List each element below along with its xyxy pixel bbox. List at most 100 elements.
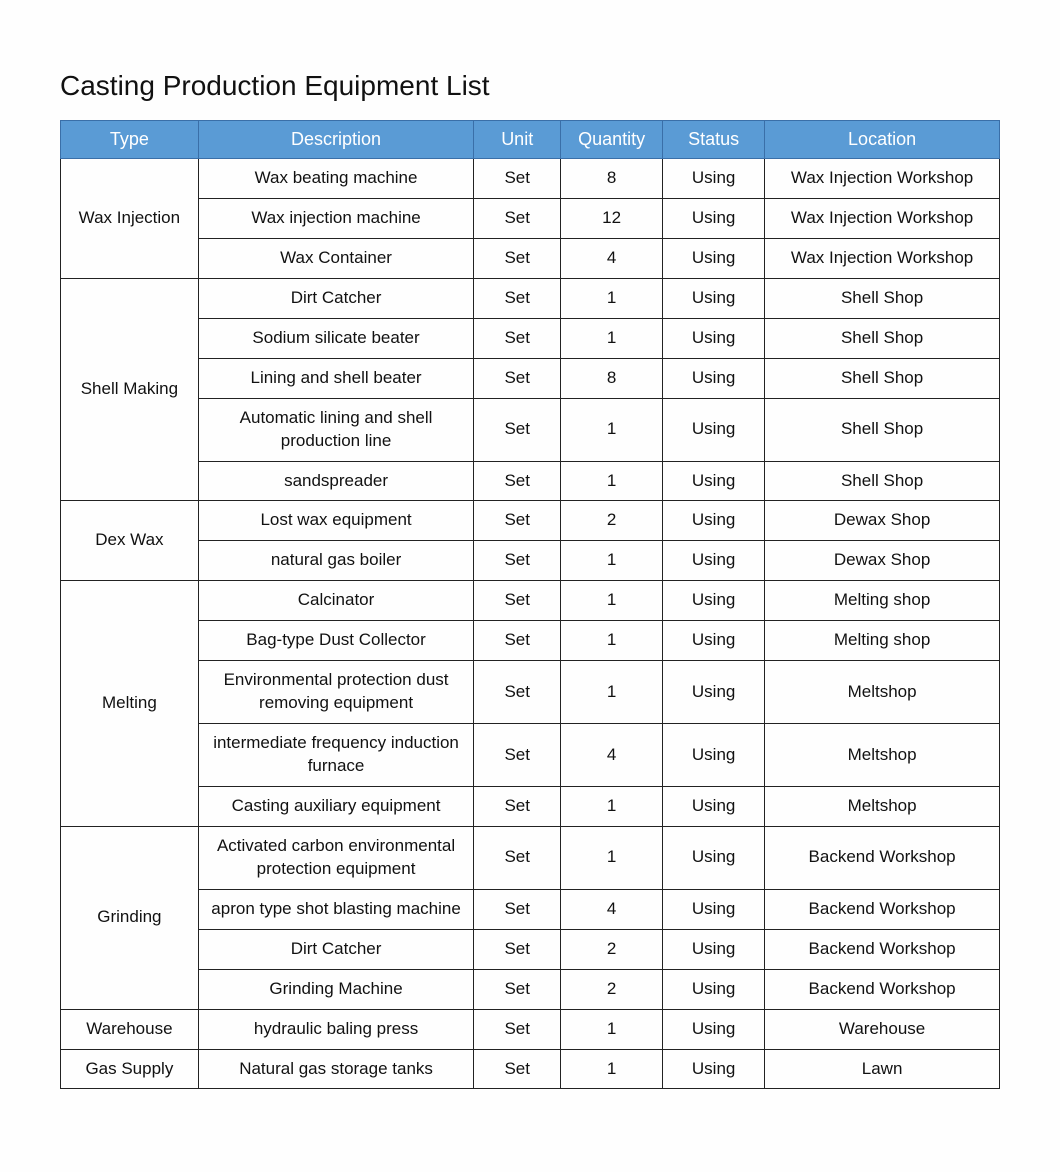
cell-location: Backend Workshop [765, 889, 1000, 929]
cell-unit: Set [474, 724, 561, 787]
cell-location: Meltshop [765, 661, 1000, 724]
cell-unit: Set [474, 318, 561, 358]
cell-quantity: 1 [561, 661, 663, 724]
cell-location: Dewax Shop [765, 501, 1000, 541]
cell-unit: Set [474, 929, 561, 969]
cell-location: Wax Injection Workshop [765, 238, 1000, 278]
cell-quantity: 8 [561, 159, 663, 199]
cell-unit: Set [474, 541, 561, 581]
cell-unit: Set [474, 159, 561, 199]
cell-unit: Set [474, 621, 561, 661]
cell-location: Shell Shop [765, 398, 1000, 461]
cell-quantity: 8 [561, 358, 663, 398]
cell-description: Wax beating machine [198, 159, 474, 199]
cell-description: apron type shot blasting machine [198, 889, 474, 929]
page-title: Casting Production Equipment List [60, 70, 1000, 102]
cell-unit: Set [474, 786, 561, 826]
cell-quantity: 1 [561, 621, 663, 661]
cell-status: Using [663, 159, 765, 199]
cell-quantity: 4 [561, 724, 663, 787]
table-header: Type Description Unit Quantity Status Lo… [61, 121, 1000, 159]
cell-unit: Set [474, 198, 561, 238]
cell-unit: Set [474, 461, 561, 501]
cell-location: Shell Shop [765, 278, 1000, 318]
cell-type: Dex Wax [61, 501, 199, 581]
cell-unit: Set [474, 581, 561, 621]
cell-quantity: 1 [561, 581, 663, 621]
cell-location: Meltshop [765, 724, 1000, 787]
cell-unit: Set [474, 826, 561, 889]
cell-location: Backend Workshop [765, 826, 1000, 889]
table-row: Wax ContainerSet4UsingWax Injection Work… [61, 238, 1000, 278]
col-header-status: Status [663, 121, 765, 159]
table-row: Dirt CatcherSet2UsingBackend Workshop [61, 929, 1000, 969]
col-header-unit: Unit [474, 121, 561, 159]
cell-location: Wax Injection Workshop [765, 198, 1000, 238]
cell-description: Wax Container [198, 238, 474, 278]
table-row: Grinding MachineSet2UsingBackend Worksho… [61, 969, 1000, 1009]
cell-type: Shell Making [61, 278, 199, 501]
col-header-location: Location [765, 121, 1000, 159]
cell-status: Using [663, 541, 765, 581]
cell-description: Automatic lining and shell production li… [198, 398, 474, 461]
table-row: Wax InjectionWax beating machineSet8Usin… [61, 159, 1000, 199]
col-header-type: Type [61, 121, 199, 159]
table-row: natural gas boilerSet1UsingDewax Shop [61, 541, 1000, 581]
cell-location: Melting shop [765, 581, 1000, 621]
cell-quantity: 1 [561, 786, 663, 826]
cell-location: Backend Workshop [765, 969, 1000, 1009]
cell-unit: Set [474, 278, 561, 318]
table-row: Shell MakingDirt CatcherSet1UsingShell S… [61, 278, 1000, 318]
col-header-quantity: Quantity [561, 121, 663, 159]
cell-description: Bag-type Dust Collector [198, 621, 474, 661]
table-row: Warehousehydraulic baling pressSet1Using… [61, 1009, 1000, 1049]
cell-unit: Set [474, 398, 561, 461]
cell-quantity: 12 [561, 198, 663, 238]
cell-location: Shell Shop [765, 461, 1000, 501]
document-page: Casting Production Equipment List Type D… [0, 0, 1060, 1169]
cell-type: Warehouse [61, 1009, 199, 1049]
cell-quantity: 2 [561, 501, 663, 541]
cell-unit: Set [474, 1009, 561, 1049]
cell-description: Grinding Machine [198, 969, 474, 1009]
cell-description: Environmental protection dust removing e… [198, 661, 474, 724]
cell-type: Gas Supply [61, 1049, 199, 1089]
cell-description: Sodium silicate beater [198, 318, 474, 358]
cell-quantity: 2 [561, 969, 663, 1009]
cell-description: intermediate frequency induction furnace [198, 724, 474, 787]
cell-unit: Set [474, 1049, 561, 1089]
table-row: Automatic lining and shell production li… [61, 398, 1000, 461]
table-row: Dex WaxLost wax equipmentSet2UsingDewax … [61, 501, 1000, 541]
cell-location: Dewax Shop [765, 541, 1000, 581]
equipment-table: Type Description Unit Quantity Status Lo… [60, 120, 1000, 1089]
table-row: Lining and shell beaterSet8UsingShell Sh… [61, 358, 1000, 398]
cell-quantity: 1 [561, 278, 663, 318]
cell-quantity: 1 [561, 541, 663, 581]
cell-description: Lost wax equipment [198, 501, 474, 541]
cell-description: Casting auxiliary equipment [198, 786, 474, 826]
cell-quantity: 1 [561, 318, 663, 358]
cell-status: Using [663, 929, 765, 969]
cell-location: Meltshop [765, 786, 1000, 826]
cell-type: Grinding [61, 826, 199, 1009]
cell-status: Using [663, 1049, 765, 1089]
cell-description: Natural gas storage tanks [198, 1049, 474, 1089]
cell-status: Using [663, 724, 765, 787]
cell-quantity: 1 [561, 461, 663, 501]
table-row: sandspreaderSet1UsingShell Shop [61, 461, 1000, 501]
cell-quantity: 1 [561, 1049, 663, 1089]
cell-status: Using [663, 398, 765, 461]
cell-type: Melting [61, 581, 199, 827]
table-row: intermediate frequency induction furnace… [61, 724, 1000, 787]
cell-quantity: 2 [561, 929, 663, 969]
cell-location: Warehouse [765, 1009, 1000, 1049]
table-row: MeltingCalcinatorSet1UsingMelting shop [61, 581, 1000, 621]
cell-status: Using [663, 461, 765, 501]
cell-description: Wax injection machine [198, 198, 474, 238]
cell-unit: Set [474, 661, 561, 724]
cell-description: natural gas boiler [198, 541, 474, 581]
table-row: Environmental protection dust removing e… [61, 661, 1000, 724]
table-row: Sodium silicate beaterSet1UsingShell Sho… [61, 318, 1000, 358]
cell-status: Using [663, 621, 765, 661]
cell-location: Shell Shop [765, 318, 1000, 358]
